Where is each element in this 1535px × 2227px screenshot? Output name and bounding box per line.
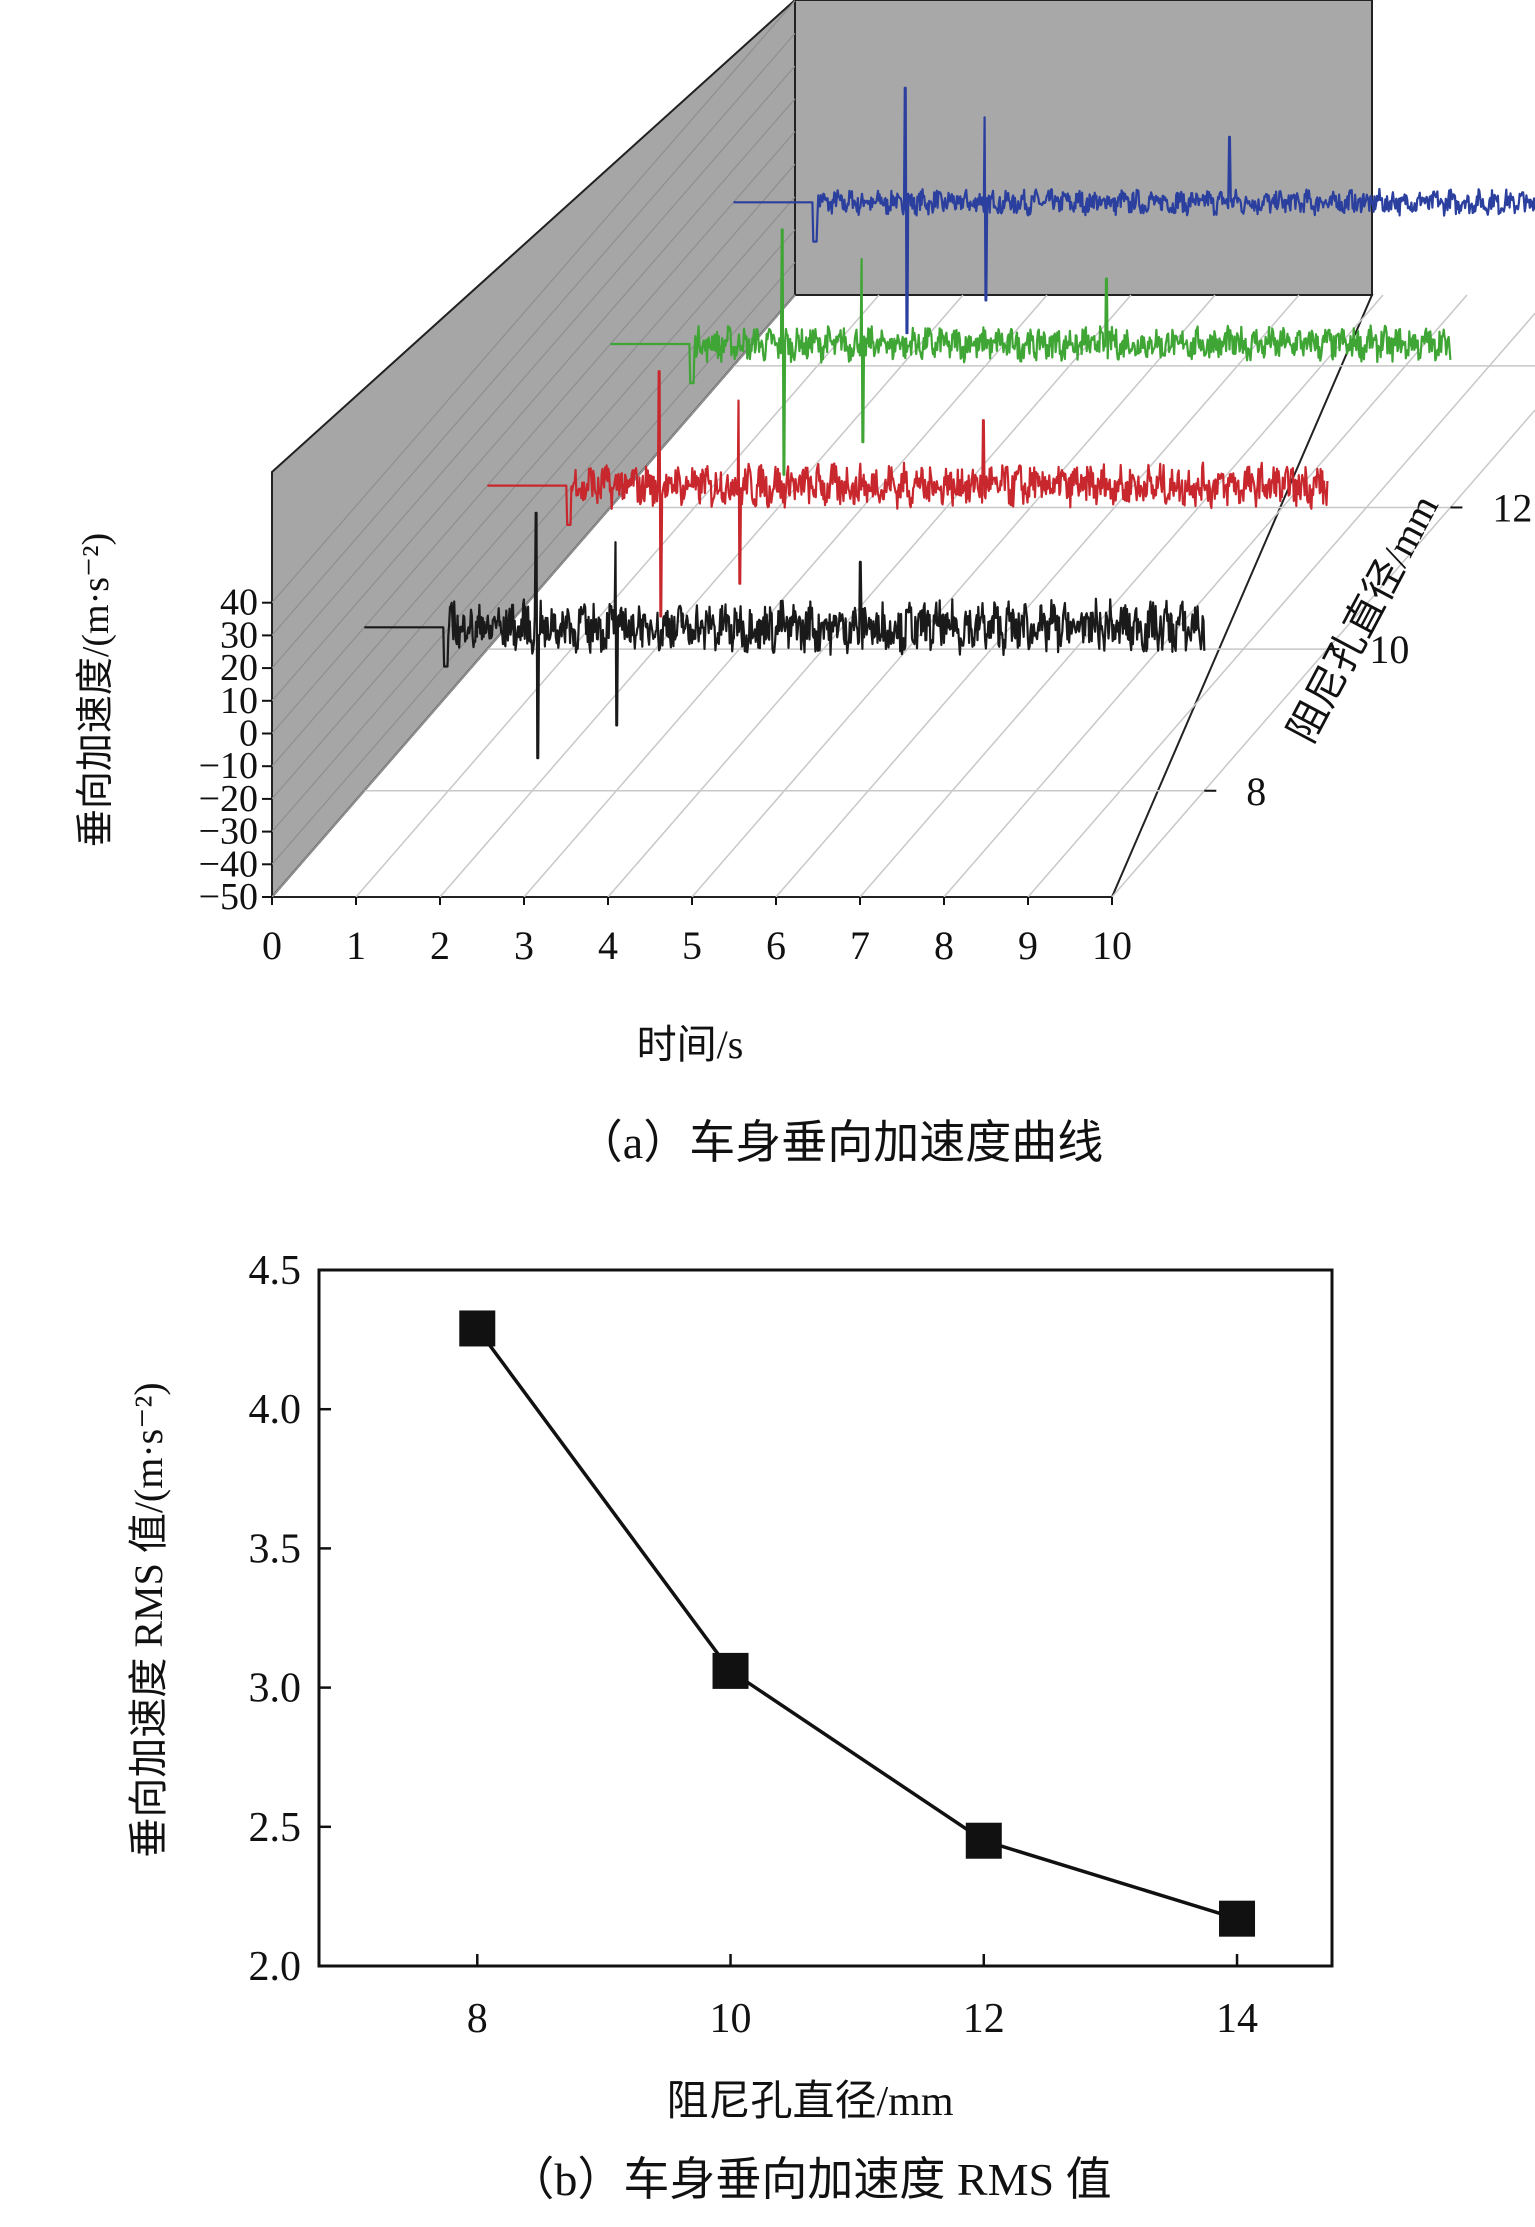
x-tick-label: 0 <box>262 923 282 968</box>
x-axis-label: 时间/s <box>637 1022 744 1067</box>
y-tick-label: 3.5 <box>249 1526 302 1572</box>
y-tick-label: −40 <box>199 843 258 885</box>
floor-grid-line <box>775 294 1300 898</box>
floor-grid-line <box>859 294 1384 898</box>
waveform-series <box>364 86 1535 760</box>
y-tick-label: −50 <box>199 876 258 918</box>
floor-grid-line <box>607 294 1132 898</box>
y-tick-label: 40 <box>220 582 258 624</box>
x-tick-label: 12 <box>963 1996 1005 2042</box>
y-tick-label: 3.0 <box>249 1666 302 1712</box>
wall-grid-line <box>271 98 796 702</box>
back-wall <box>794 0 1373 296</box>
y-tick-label: 20 <box>220 647 258 689</box>
caption-a: （a）车身垂向加速度曲线 <box>577 1117 1103 1168</box>
x-tick-label: 2 <box>430 923 450 968</box>
data-point-marker <box>965 1822 1002 1859</box>
x-tick-label: 9 <box>1018 923 1038 968</box>
y-axis-label: 垂向加速度/(m·s⁻²) <box>75 533 117 847</box>
y-tick-label: −30 <box>199 811 258 853</box>
x-tick-label: 7 <box>850 923 870 968</box>
depth-tick-label: 8 <box>1246 769 1266 814</box>
wall-grid-line <box>271 163 796 767</box>
y-tick-label: 10 <box>220 680 258 722</box>
wall-grid-line <box>271 33 796 636</box>
waveform-line-12mm <box>610 228 1452 476</box>
depth-tick-label: 10 <box>1369 627 1409 672</box>
wall-grid-line <box>271 196 796 800</box>
x-tick-label: 1 <box>346 923 366 968</box>
x-tick-label: 4 <box>598 923 618 968</box>
grid-lines <box>271 0 1535 898</box>
wall-grid-line <box>271 261 796 865</box>
data-point-marker <box>459 1310 496 1347</box>
y-axis-label: 垂向加速度 RMS 值/(m·s⁻²) <box>126 1382 171 1857</box>
y-tick-label: 2.0 <box>249 1944 302 1990</box>
wall-grid-line <box>271 229 796 832</box>
caption-b: （b）车身垂向加速度 RMS 值 <box>508 2154 1111 2205</box>
y-tick-label: 30 <box>220 614 258 656</box>
floor-grid-line <box>691 294 1216 898</box>
x-axis-label: 阻尼孔直径/mm <box>666 2079 953 2125</box>
plot-frame <box>317 1268 1334 1968</box>
data-point-marker <box>712 1652 749 1689</box>
depth-axis-label: 阻尼孔直径/mm <box>1279 487 1447 749</box>
floor-grid-line <box>1027 312 1535 898</box>
y-tick-label: −10 <box>199 745 258 787</box>
x-tick-label: 3 <box>514 923 534 968</box>
data-point-marker <box>1219 1900 1256 1937</box>
floor-grid-line <box>523 294 1048 898</box>
y-tick-label: 0 <box>239 713 258 755</box>
y-axis-ticks: 2.0 2.5 3.0 3.5 4.0 4.5 <box>249 1248 331 1990</box>
x-tick-label: 8 <box>467 1996 488 2042</box>
y-tick-label: 4.0 <box>249 1387 302 1433</box>
floor-grid-line <box>1111 408 1535 898</box>
x-tick-label: 6 <box>766 923 786 968</box>
panel-b-rms-chart: 2.0 2.5 3.0 3.5 4.0 4.5 8 10 12 14 垂向加速度 RMS 值/(… <box>126 1248 1334 2205</box>
y-tick-label: 2.5 <box>249 1805 302 1851</box>
x-tick-label: 14 <box>1216 1996 1258 2042</box>
wall-grid-line <box>271 65 796 669</box>
x-axis-ticks: 0 1 2 3 4 5 6 7 8 9 10 <box>262 897 1132 968</box>
waveform-line-10mm <box>487 370 1329 618</box>
x-tick-label: 10 <box>710 1996 752 2042</box>
floor-grid-line <box>439 294 964 898</box>
waveform-line-14mm <box>733 86 1535 335</box>
y-tick-label: −20 <box>199 778 258 820</box>
wall-grid-line <box>271 131 796 734</box>
rms-series <box>459 1310 1256 1937</box>
depth-tick-label: 12 <box>1492 485 1532 530</box>
series-line <box>475 1327 1238 1921</box>
x-tick-label: 5 <box>682 923 702 968</box>
wall-grid-line <box>271 294 796 898</box>
waveform-line-8mm <box>364 511 1206 760</box>
wall-grid-line <box>271 0 796 604</box>
x-tick-label: 8 <box>934 923 954 968</box>
x-axis-ticks: 8 10 12 14 <box>467 1954 1258 2042</box>
floor-grid-line <box>943 294 1468 898</box>
floor-grid-line <box>355 294 880 898</box>
x-tick-label: 10 <box>1092 923 1132 968</box>
y-tick-label: 4.5 <box>249 1248 302 1294</box>
